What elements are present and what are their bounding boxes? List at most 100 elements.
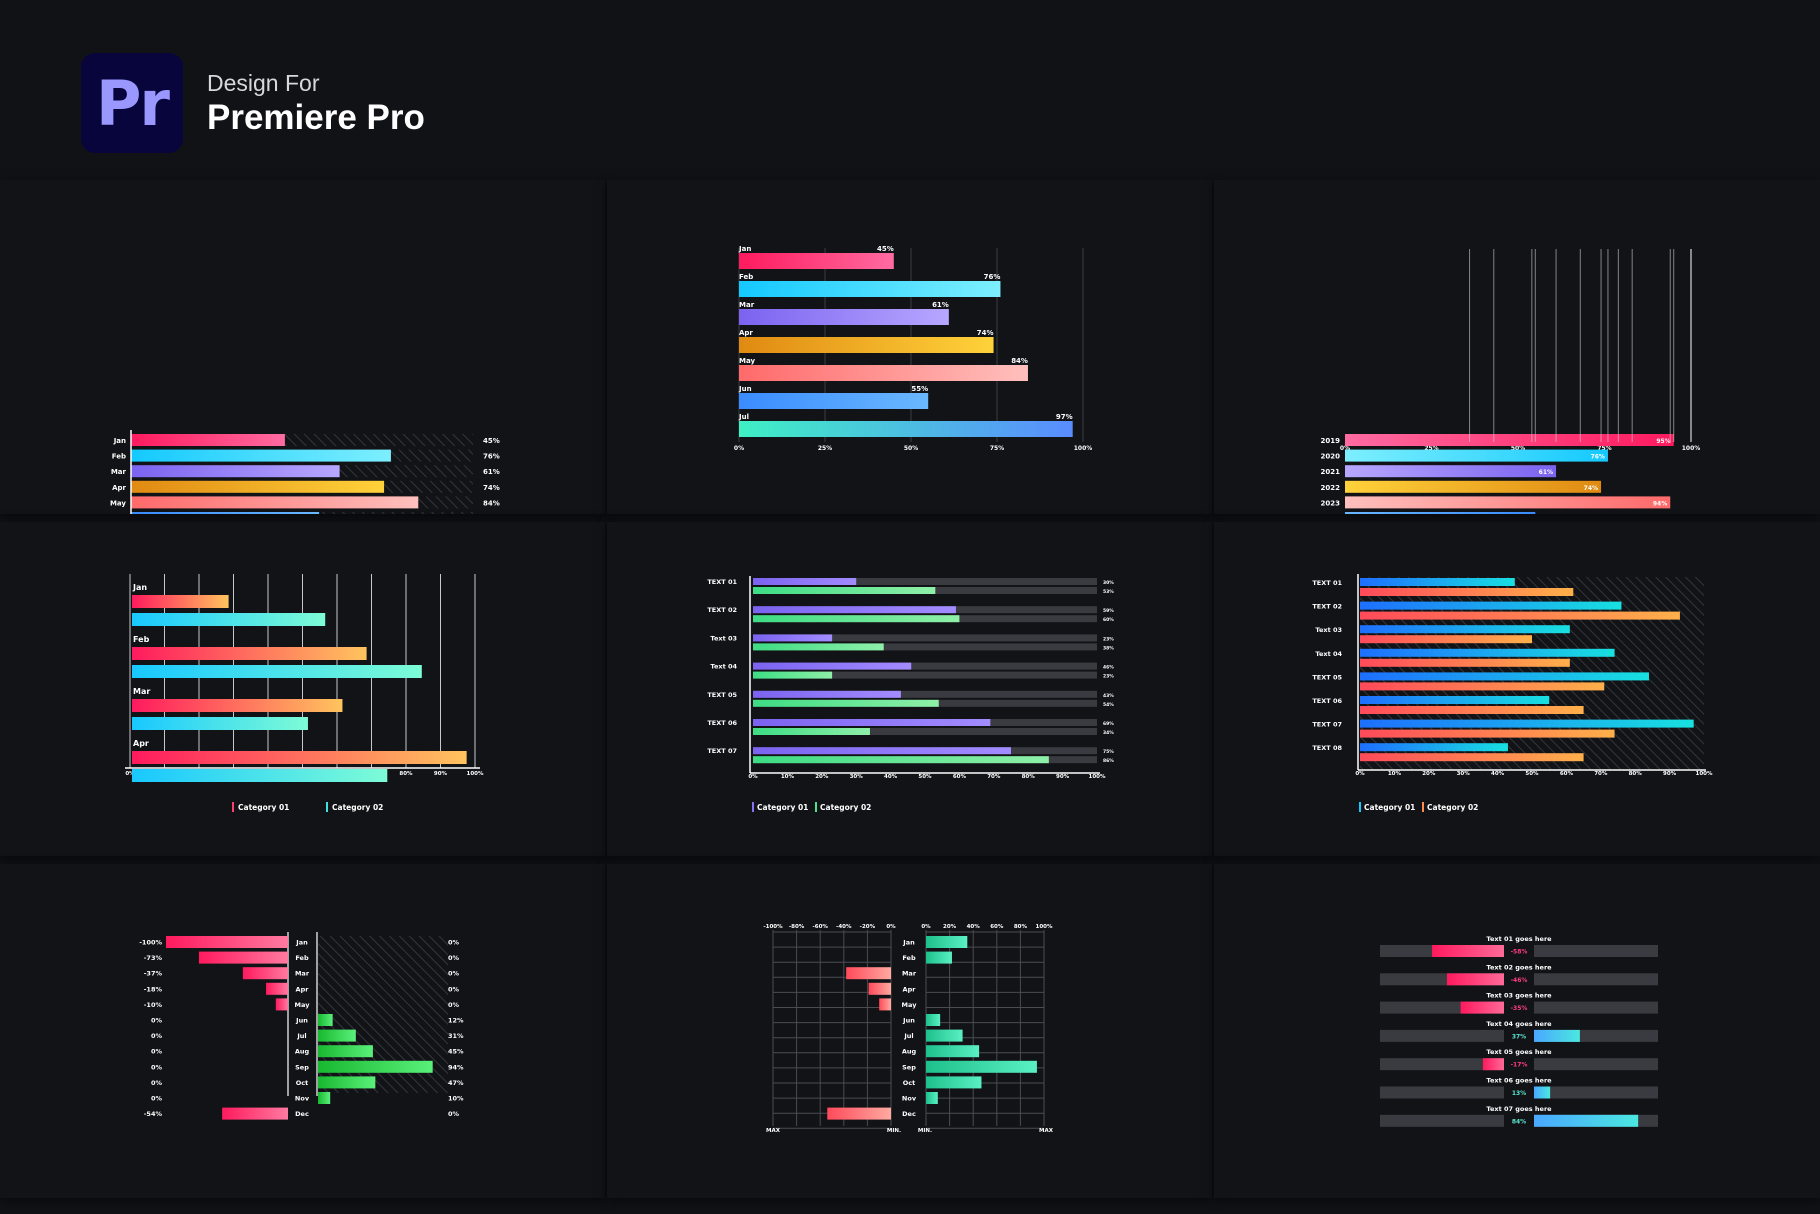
chart-progress-bars: Text 01 goes here -58% Text 02 goes here -4… (1380, 935, 1658, 1127)
value-label: 59% (1103, 608, 1114, 614)
x-tick-label: 90% (434, 771, 448, 777)
left-value-label: 0% (151, 1079, 163, 1087)
bar-cat2-text-04 (1360, 658, 1570, 667)
chart-panel-8[interactable]: -100% 0% -80% 20% -60% 40% -40% 60% -20% 80% 0% 100… (607, 864, 1212, 1198)
x-tick-label: 75% (1597, 445, 1611, 452)
category-label: Aug (902, 1048, 917, 1056)
bar-2024 (1345, 512, 1536, 514)
track (753, 728, 1097, 735)
left-value-label: -18% (144, 985, 163, 993)
bar-cat2-text-02 (1360, 611, 1680, 620)
bar-jun (739, 393, 929, 409)
bar-cat1-text-05 (753, 690, 901, 698)
category-label: May (902, 1001, 918, 1009)
bar-cat2-text-01 (1360, 588, 1574, 596)
track-left (1380, 1058, 1504, 1071)
x-tick-label: 0% (748, 774, 758, 780)
bar-apr (739, 337, 994, 353)
category-label: Apr (296, 985, 310, 993)
chart-panel-7[interactable]: Jan -100% 0% Feb -73% 0% Mar -37% 0% Apr -18% 0% May… (0, 864, 605, 1198)
x-tick-label: 70% (987, 774, 1001, 780)
neg-bar-dec (222, 1107, 288, 1120)
chart-grouped-bar-text: 0% 10% 20% 30% 40% 50% 60% 70% 80% 90% 100% TEXT 01… (707, 576, 1114, 812)
legend-label: Category 02 (1427, 803, 1478, 812)
track-right (1534, 973, 1658, 986)
track-left (1380, 1029, 1504, 1042)
category-label: Dec (902, 1110, 916, 1118)
x-tick-label: 100% (1682, 445, 1701, 452)
category-label: Mar (739, 301, 755, 309)
pos-bar-jul (318, 1029, 356, 1042)
bar-cat2-jan (132, 613, 326, 626)
chart-panel-9[interactable]: Text 01 goes here -58% Text 02 goes here -4… (1214, 864, 1820, 1198)
right-value-label: 94% (448, 1063, 464, 1071)
value-label: 69% (1103, 721, 1114, 727)
category-label: Apr (133, 739, 149, 748)
left-tick-label: -40% (836, 924, 852, 930)
bar-cat1-text-01 (753, 578, 857, 585)
value-label: 61% (932, 301, 949, 309)
value-label: 23% (1103, 674, 1114, 680)
pos-bar-sep (926, 1060, 1037, 1073)
right-tick-label: 60% (990, 924, 1004, 930)
logo-text: Pr (95, 66, 170, 140)
category-label: Mar (902, 970, 917, 978)
category-label: Jan (738, 245, 751, 253)
x-tick-label: 30% (1457, 771, 1471, 777)
value-label: 43% (1103, 693, 1114, 699)
legend-swatch (1422, 802, 1424, 812)
chart-panel-4[interactable]: 0%10%20%30%40%50%60%70%80%90%100%JanFebM… (0, 522, 605, 856)
value-label: -17% (1511, 1062, 1528, 1069)
track (753, 634, 1097, 642)
x-tick-label: 90% (1056, 774, 1070, 780)
pos-bar-oct (318, 1076, 376, 1089)
x-tick-label: 40% (884, 774, 898, 780)
right-tick-label: 80% (1014, 924, 1028, 930)
bar-cat2-text-03 (753, 643, 884, 651)
left-value-label: 0% (151, 1063, 163, 1071)
neg-bar-mar (846, 967, 891, 980)
chart-panel-6[interactable]: 0% 10% 20% 30% 40% 50% 60% 70% 80% 90% 100% TEXT 01… (1214, 522, 1820, 856)
pos-bar-text-06-goes-here (1534, 1086, 1551, 1099)
bar-cat2-text-01 (753, 587, 936, 594)
row-title: Text 02 goes here (1486, 963, 1552, 971)
bar-cat2-mar (132, 717, 308, 730)
x-tick-label: 75% (990, 445, 1004, 452)
x-tick-label: 0% (734, 445, 744, 452)
x-tick-label: 60% (1560, 771, 1574, 777)
pos-bar-feb (926, 951, 952, 964)
legend-swatch (232, 802, 234, 812)
x-tick-label: 100% (467, 771, 484, 777)
x-tick-label: 100% (1696, 771, 1713, 777)
value-label: 54% (1103, 702, 1114, 708)
left-value-label: 0% (151, 1095, 163, 1103)
pos-bar-jun (926, 1014, 941, 1026)
category-label: Apr (739, 329, 753, 337)
bar-cat1-feb (132, 647, 367, 660)
value-label: 45% (877, 245, 894, 253)
chart-panel-3[interactable]: 0% 25% 50% 75% 100% 2019 95% 2020 76% 2021 61% 2022… (1214, 180, 1820, 514)
right-tick-label: 40% (967, 924, 981, 930)
bar-cat1-text-02 (753, 606, 956, 614)
bar-cat1-jan (132, 595, 229, 608)
legend-swatch (815, 802, 817, 812)
header-title: Premiere Pro (207, 98, 425, 137)
category-label: TEXT 06 (707, 719, 737, 727)
right-tick-label: 100% (1036, 924, 1053, 930)
category-label: Text 03 (1315, 626, 1342, 634)
row-title: Text 07 goes here (1486, 1105, 1552, 1113)
right-tick-label: 20% (943, 924, 957, 930)
left-value-label: -37% (144, 970, 163, 978)
value-label: 76% (984, 273, 1001, 281)
chart-panel-5[interactable]: 0% 10% 20% 30% 40% 50% 60% 70% 80% 90% 100% TEXT 01… (607, 522, 1212, 856)
category-label: Jun (738, 385, 752, 393)
chart-panel-1[interactable]: Jan45%Feb76%Mar61%Apr74%May84%Jun55%Jul9… (0, 180, 605, 514)
pos-bar-nov (318, 1092, 331, 1104)
chart-hbar-yearly: 0% 25% 50% 75% 100% 2019 95% 2020 76% 2021 61% 2022… (1321, 249, 1701, 514)
chart-panel-2[interactable]: 0% 25% 50% 75% 100% Jan 45% Feb 76% Mar 61% Apr 74% M… (607, 180, 1212, 514)
track-right (1534, 1058, 1658, 1071)
bar-cat1-text-03 (1360, 625, 1570, 634)
left-value-label: 0% (151, 1017, 163, 1025)
track (753, 662, 1097, 670)
category-label: Feb (902, 954, 916, 962)
